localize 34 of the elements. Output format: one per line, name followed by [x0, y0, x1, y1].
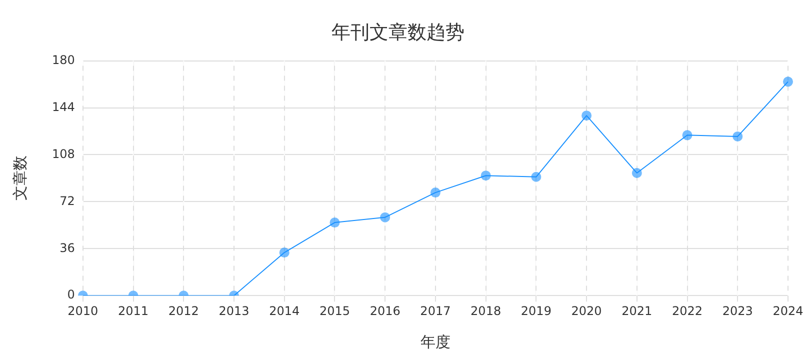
- point: [582, 110, 592, 121]
- y-tick-label: 72: [60, 194, 75, 208]
- x-tick-label: 2019: [520, 304, 552, 318]
- x-tick-label: 2021: [622, 304, 652, 318]
- y-tick-label: 36: [60, 240, 75, 255]
- point: [480, 170, 491, 181]
- chart-title: 年刊文章数趋势: [332, 21, 464, 44]
- point: [632, 168, 642, 178]
- x-tick-label: 2024: [772, 304, 804, 318]
- y-axis-title: 文章数: [10, 156, 29, 201]
- point: [330, 218, 340, 228]
- x-tick-label: 2022: [672, 304, 703, 318]
- point: [682, 130, 692, 140]
- x-tick-label: 2011: [118, 304, 149, 318]
- x-tick-label: 2017: [420, 304, 451, 318]
- point: [783, 76, 793, 87]
- x-tick-label: 2018: [470, 304, 502, 318]
- point: [732, 131, 743, 142]
- x-tick-label: 2010: [68, 304, 98, 318]
- x-tick-label: 2020: [571, 304, 602, 318]
- y-tick-label: 108: [52, 146, 75, 161]
- point: [430, 188, 440, 198]
- y-tick-label: 0: [67, 288, 75, 302]
- y-tick-label: 180: [52, 52, 75, 67]
- point: [531, 172, 542, 182]
- x-tick-label: 2015: [319, 304, 350, 318]
- x-tick-label: 2012: [168, 304, 199, 318]
- x-tick-label: 2023: [722, 304, 753, 318]
- x-tick-label: 2014: [269, 304, 300, 318]
- x-tick-label: 2013: [218, 304, 250, 318]
- x-axis-title: 年度: [420, 332, 450, 351]
- x-tick-label: 2016: [370, 304, 400, 318]
- point: [380, 212, 390, 222]
- y-tick-label: 144: [52, 100, 75, 114]
